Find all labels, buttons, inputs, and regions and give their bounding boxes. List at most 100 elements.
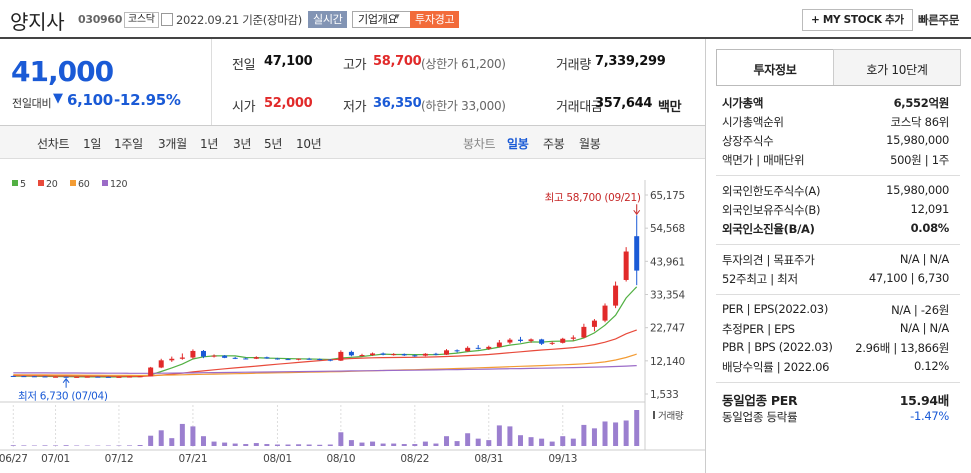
summary-note: (하한가 33,000): [421, 99, 506, 113]
candle-body: [602, 305, 608, 321]
volume-bar: [285, 444, 291, 446]
candle-body: [63, 376, 69, 378]
volume-bar: [158, 430, 164, 446]
period[interactable]: 1년: [200, 137, 219, 151]
annotation: 최고 58,700 (09/21): [545, 192, 641, 204]
candle-body: [95, 376, 101, 378]
volume-bar: [243, 444, 249, 446]
candle-body: [433, 353, 439, 355]
volume-bar: [338, 432, 344, 446]
down-arrow: ▼: [53, 91, 63, 106]
candle-body: [274, 358, 280, 360]
y-tick-label: 43,961: [650, 256, 685, 268]
y-tick-label: 33,354: [650, 290, 686, 302]
legend-swatch: [38, 180, 44, 186]
company-button[interactable]: 기업개요: [352, 11, 413, 28]
x-tick-label: 08/22: [400, 453, 429, 465]
volume-bar: [602, 421, 608, 446]
summary-label: 거래대금: [556, 100, 603, 115]
candle-body: [264, 357, 270, 359]
volume-bar: [232, 443, 238, 446]
summary-value: 36,350: [373, 96, 422, 111]
candle-body: [116, 376, 122, 378]
period[interactable]: 월봉: [579, 137, 601, 151]
period[interactable]: 1일: [83, 137, 102, 151]
summary-label: 전일: [232, 58, 256, 73]
period[interactable]: 주봉: [543, 137, 565, 151]
market-badge: 코스닥: [124, 12, 159, 28]
candle-body: [158, 360, 164, 368]
annotation-arrow: [62, 377, 70, 384]
candle-body: [348, 351, 354, 356]
volume-bar: [623, 420, 629, 446]
moving-average: [13, 329, 637, 378]
info-label: 상장주식수: [722, 134, 774, 148]
candle-body: [465, 347, 471, 352]
period[interactable]: 10년: [296, 137, 322, 151]
candle-body: [74, 376, 80, 378]
volume-bar: [380, 443, 386, 446]
annotation: 최저 6,730 (07/04): [18, 391, 108, 403]
volume-bar: [63, 445, 69, 446]
volume-bar: [348, 440, 354, 446]
candle-body: [454, 350, 460, 352]
volume-bar: [486, 440, 492, 446]
info-value: 15,980,000: [886, 133, 949, 147]
candle-body: [412, 355, 418, 357]
period[interactable]: 1주일: [114, 137, 143, 151]
candle-body: [306, 358, 312, 360]
volume-bar: [401, 444, 407, 446]
x-tick-label: 09/13: [548, 453, 577, 465]
tab[interactable]: [833, 49, 961, 86]
candle-body: [486, 346, 492, 349]
volume-bar: [169, 438, 175, 446]
period[interactable]: 일봉: [507, 137, 529, 151]
quick-order[interactable]: 빠른주문: [918, 13, 960, 27]
mystock-button[interactable]: + MY STOCK 추가: [802, 9, 913, 31]
info-value: N/A | -26원: [891, 303, 949, 317]
period[interactable]: 3개월: [158, 137, 187, 151]
change-label: 전일대비: [12, 97, 52, 110]
summary-note: (상한가 61,200): [421, 57, 506, 71]
warning-badge: 투자경고: [410, 11, 460, 28]
period[interactable]: 3년: [233, 137, 252, 151]
y-tick-label: 65,175: [650, 190, 685, 202]
candle-body: [127, 376, 133, 378]
realtime-button[interactable]: 실시간: [308, 11, 348, 28]
volume-bar: [496, 425, 502, 446]
volume-bar: [465, 433, 471, 446]
volume-bar: [613, 422, 619, 446]
legend-label: 5: [20, 179, 26, 190]
info-value: N/A | N/A: [899, 321, 949, 335]
candle-body: [190, 350, 196, 358]
candle-body: [528, 339, 534, 341]
volume-bar: [190, 426, 196, 446]
candle-body: [496, 342, 502, 347]
divider: [705, 39, 706, 473]
candle-body: [253, 357, 259, 359]
volume-bar: [507, 426, 513, 446]
tab-label[interactable]: 투자정보: [753, 63, 797, 77]
candle-body: [391, 354, 397, 356]
volume-bar: [42, 445, 48, 446]
tab-active[interactable]: [716, 49, 834, 86]
candle-body: [560, 338, 566, 343]
summary-unit: 백만: [658, 100, 682, 115]
group-line: [716, 294, 960, 295]
x-tick-label: 08/31: [474, 453, 503, 465]
period[interactable]: 5년: [264, 137, 283, 151]
info-label: PBR | BPS (2022.03): [722, 340, 833, 354]
volume-bar: [21, 445, 27, 446]
summary-label: 고가: [343, 58, 367, 73]
summary-label: 저가: [343, 100, 367, 115]
volume-bar: [306, 444, 312, 446]
volume-bar: [634, 410, 640, 446]
period-bar: [0, 126, 705, 159]
volume-bar: [591, 428, 597, 446]
info-value: 15.94배: [899, 393, 950, 408]
divider: [0, 125, 705, 126]
tab-label[interactable]: 호가 10단계: [866, 63, 928, 77]
info-label: 시가총액: [722, 96, 764, 110]
info-label: 투자의견 | 목표주가: [722, 253, 815, 267]
